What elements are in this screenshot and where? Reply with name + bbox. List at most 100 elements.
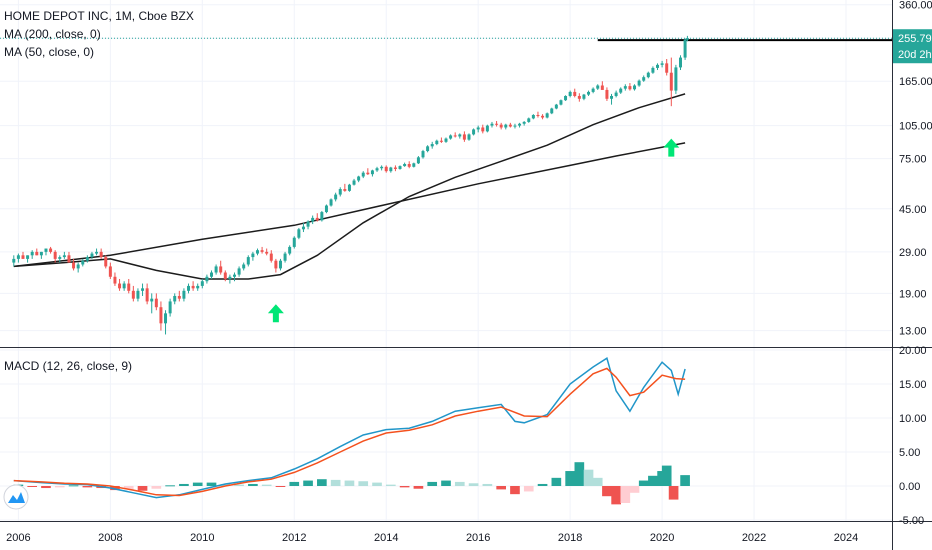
- macd-histogram-bar[interactable]: [620, 486, 631, 503]
- candle-body[interactable]: [76, 264, 80, 269]
- candle-body[interactable]: [62, 255, 66, 258]
- candle-body[interactable]: [393, 167, 397, 169]
- candle-body[interactable]: [154, 298, 158, 308]
- candle-body[interactable]: [504, 124, 508, 128]
- candle-body[interactable]: [499, 124, 503, 128]
- candle-body[interactable]: [545, 113, 549, 118]
- macd-histogram-bar[interactable]: [179, 483, 189, 486]
- candle-body[interactable]: [605, 89, 609, 99]
- candle-body[interactable]: [39, 251, 43, 256]
- candle-body[interactable]: [44, 248, 48, 252]
- candle-body[interactable]: [444, 138, 448, 142]
- candle-body[interactable]: [628, 86, 632, 90]
- macd-histogram-bar[interactable]: [344, 480, 355, 486]
- candle-body[interactable]: [426, 146, 430, 152]
- candle-body[interactable]: [292, 237, 296, 247]
- candle-body[interactable]: [338, 189, 342, 195]
- candle-body[interactable]: [187, 285, 191, 291]
- candle-body[interactable]: [315, 217, 319, 221]
- candle-body[interactable]: [554, 104, 558, 109]
- candle-body[interactable]: [35, 251, 39, 256]
- candle-body[interactable]: [472, 129, 476, 135]
- candle-body[interactable]: [421, 151, 425, 158]
- macd-histogram-bar[interactable]: [638, 480, 649, 486]
- ma50-line[interactable]: [13, 93, 686, 280]
- macd-histogram-bar[interactable]: [372, 482, 382, 486]
- candle-body[interactable]: [324, 205, 328, 213]
- candle-body[interactable]: [370, 170, 374, 175]
- candle-body[interactable]: [246, 257, 250, 265]
- candle-body[interactable]: [113, 276, 117, 284]
- candle-body[interactable]: [251, 253, 255, 258]
- macd-histogram-bar[interactable]: [330, 479, 341, 486]
- candle-body[interactable]: [490, 123, 494, 126]
- macd-histogram-bar[interactable]: [385, 484, 396, 486]
- macd-histogram-bar[interactable]: [206, 482, 217, 486]
- macd-histogram-bar[interactable]: [68, 485, 79, 487]
- candle-body[interactable]: [30, 251, 34, 256]
- candle-body[interactable]: [536, 114, 540, 116]
- candle-body[interactable]: [384, 166, 388, 172]
- candle-body[interactable]: [320, 212, 324, 221]
- macd-histogram-bar[interactable]: [648, 475, 658, 486]
- candle-body[interactable]: [343, 189, 347, 191]
- macd-histogram-bar[interactable]: [680, 475, 690, 486]
- macd-histogram-bar[interactable]: [661, 465, 672, 486]
- candle-body[interactable]: [131, 290, 135, 299]
- candle-body[interactable]: [403, 164, 407, 167]
- candle-body[interactable]: [95, 251, 99, 254]
- signal-line[interactable]: [13, 367, 686, 497]
- candle-body[interactable]: [674, 67, 678, 91]
- candle-body[interactable]: [297, 229, 301, 238]
- macd-histogram-bar[interactable]: [289, 481, 300, 486]
- macd-histogram-bar[interactable]: [427, 481, 438, 486]
- candle-body[interactable]: [587, 91, 591, 95]
- candle-body[interactable]: [168, 301, 172, 314]
- candle-body[interactable]: [683, 39, 687, 58]
- macd-histogram-bar[interactable]: [441, 480, 451, 486]
- macd-histogram-bar[interactable]: [583, 469, 594, 486]
- candle-body[interactable]: [329, 199, 333, 206]
- candle-body[interactable]: [136, 290, 140, 299]
- candle-body[interactable]: [685, 38, 689, 40]
- candle-body[interactable]: [656, 64, 659, 68]
- candle-body[interactable]: [380, 166, 384, 169]
- candle-body[interactable]: [306, 221, 310, 227]
- candle-body[interactable]: [361, 172, 365, 177]
- candle-body[interactable]: [518, 123, 522, 126]
- candle-body[interactable]: [651, 67, 655, 73]
- candle-body[interactable]: [255, 250, 259, 254]
- price-pane[interactable]: [0, 35, 892, 335]
- candle-body[interactable]: [623, 86, 627, 89]
- candle-body[interactable]: [669, 72, 673, 91]
- candle-body[interactable]: [53, 251, 57, 259]
- candle-body[interactable]: [242, 264, 246, 269]
- candle-body[interactable]: [633, 85, 637, 90]
- candle-body[interactable]: [679, 57, 682, 68]
- candle-body[interactable]: [564, 95, 568, 101]
- candle-body[interactable]: [334, 194, 338, 200]
- candle-body[interactable]: [485, 125, 489, 132]
- macd-histogram-bar[interactable]: [165, 485, 175, 487]
- candle-body[interactable]: [637, 80, 641, 86]
- candle-body[interactable]: [366, 172, 370, 175]
- macd-histogram-bar[interactable]: [123, 486, 134, 490]
- candle-body[interactable]: [58, 257, 62, 259]
- candle-body[interactable]: [458, 134, 462, 137]
- candle-body[interactable]: [311, 217, 315, 222]
- macd-histogram-bar[interactable]: [151, 486, 162, 489]
- macd-histogram-bar[interactable]: [551, 477, 562, 486]
- candle-body[interactable]: [108, 266, 112, 277]
- candle-body[interactable]: [233, 274, 236, 277]
- candle-body[interactable]: [568, 91, 572, 96]
- macd-histogram-bar[interactable]: [275, 486, 286, 487]
- candle-body[interactable]: [435, 140, 439, 145]
- candle-body[interactable]: [228, 276, 232, 279]
- macd-histogram-bar[interactable]: [668, 486, 679, 500]
- candle-body[interactable]: [200, 281, 204, 286]
- candle-body[interactable]: [591, 88, 595, 92]
- candle-body[interactable]: [283, 253, 287, 261]
- candle-body[interactable]: [375, 168, 379, 171]
- candle-body[interactable]: [642, 77, 646, 81]
